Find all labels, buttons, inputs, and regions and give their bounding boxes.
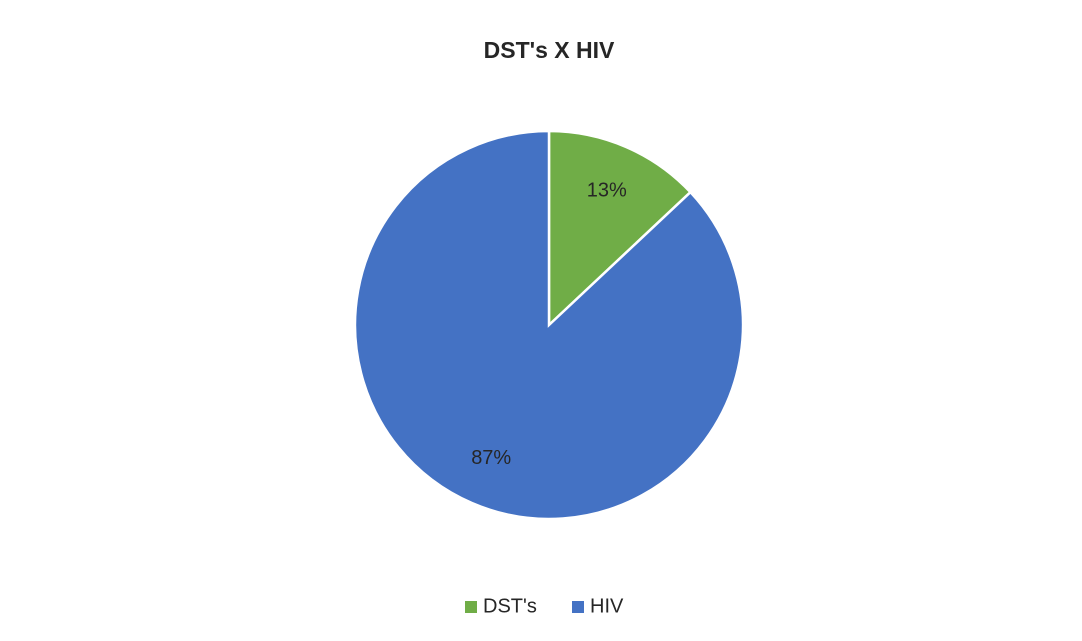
legend-swatch bbox=[572, 601, 584, 613]
legend-label: HIV bbox=[590, 595, 624, 617]
legend-label: DST's bbox=[483, 595, 537, 617]
pie-slice bbox=[547, 129, 693, 328]
pie-slice bbox=[353, 129, 745, 521]
data-label: 13% bbox=[587, 180, 627, 202]
chart-title: DST's X HIV bbox=[484, 37, 615, 63]
data-label: 87% bbox=[471, 447, 511, 469]
legend-swatch bbox=[465, 601, 477, 613]
